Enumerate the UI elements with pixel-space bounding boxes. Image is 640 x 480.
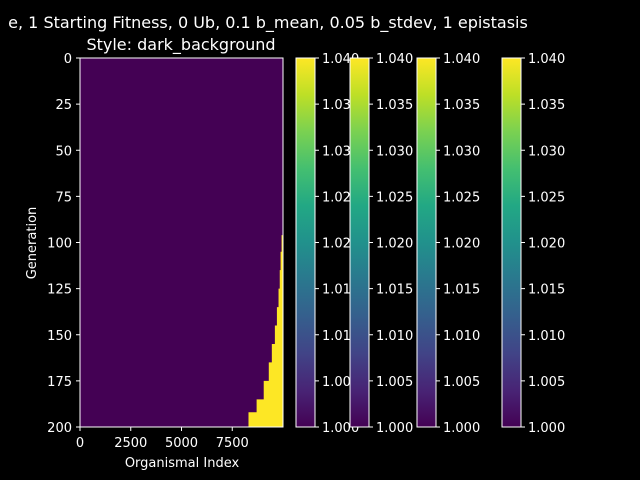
y-axis-label: Generation (25, 207, 40, 280)
colorbar: 1.000 1.005 1.010 1.015 1.020 1.025 1.030 1.035… (501, 52, 565, 436)
chart-title-line1: e, 1 Starting Fitness, 0 Ub, 0.1 b_mean,… (8, 13, 528, 33)
heatmap-plot (80, 58, 283, 427)
colorbar-tick-label: 1.000 (376, 421, 413, 436)
colorbar-tick-label: 1.015 (528, 283, 565, 298)
colorbar-tick-label: 1.010 (376, 329, 413, 344)
x-tick-label: 7500 (216, 436, 249, 451)
y-tick-label: 150 (47, 329, 72, 344)
colorbar-tick-label: 1.005 (443, 375, 480, 390)
x-tick-label: 2500 (114, 436, 147, 451)
heatmap-axes: 0 2500 5000 7500 0 25 50 75 100 125 150 175 200 (47, 52, 284, 451)
x-axis-label: Organismal Index (125, 456, 240, 471)
colorbar-tick-label: 1.010 (443, 329, 480, 344)
y-tick-label: 25 (55, 98, 72, 113)
colorbar-tick-label: 1.030 (528, 144, 565, 159)
colorbar-tick-label: 1.020 (376, 237, 413, 252)
colorbar-tick-label: 1.030 (376, 144, 413, 159)
y-tick-label: 0 (64, 52, 72, 67)
colorbar-tick-label: 1.025 (528, 190, 565, 205)
colorbar-tick-label: 1.040 (443, 52, 480, 67)
x-tick-label: 5000 (165, 436, 198, 451)
colorbar-tick-label: 1.035 (528, 98, 565, 113)
y-tick-label: 75 (55, 190, 72, 205)
x-tick-label: 0 (76, 436, 84, 451)
colorbar-tick-label: 1.015 (376, 283, 413, 298)
colorbar-gradient (349, 57, 370, 428)
colorbar-tick-label: 1.035 (376, 98, 413, 113)
colorbar-tick-label: 1.015 (443, 283, 480, 298)
colorbar: 1.000 1.005 1.010 1.015 1.020 1.025 1.030 1.035… (349, 52, 413, 436)
colorbar-tick-label: 1.020 (443, 237, 480, 252)
y-tick-label: 100 (47, 237, 72, 252)
colorbars: 1.000 1.005 1.010 1.015 1.020 1.025 1.030 1.035… (295, 52, 565, 436)
colorbar-tick-label: 1.025 (443, 190, 480, 205)
chart-title-line2: Style: dark_background (86, 35, 275, 55)
fixed-region (238, 235, 283, 427)
colorbar: 1.000 1.005 1.010 1.015 1.020 1.025 1.030 1.035… (416, 52, 480, 436)
colorbar-tick-label: 1.000 (443, 421, 480, 436)
colorbar-tick-label: 1.000 (528, 421, 565, 436)
y-tick-label: 50 (55, 144, 72, 159)
colorbar-gradient (416, 57, 437, 428)
colorbar-tick-label: 1.040 (376, 52, 413, 67)
heatmap-background (80, 58, 283, 427)
colorbar-gradient (295, 57, 316, 428)
colorbar-tick-label: 1.040 (528, 52, 565, 67)
colorbar-tick-label: 1.030 (443, 144, 480, 159)
colorbar-tick-label: 1.005 (528, 375, 565, 390)
colorbar-tick-label: 1.035 (443, 98, 480, 113)
y-tick-label: 200 (47, 421, 72, 436)
colorbar-tick-label: 1.025 (376, 190, 413, 205)
y-tick-label: 125 (47, 283, 72, 298)
colorbar-tick-label: 1.010 (528, 329, 565, 344)
colorbar-tick-label: 1.020 (528, 237, 565, 252)
colorbar-tick-label: 1.005 (376, 375, 413, 390)
colorbar-gradient (501, 57, 522, 428)
colorbar: 1.0001.0051.0101.0151.0201.0251.0301.035… (295, 52, 359, 436)
y-tick-label: 175 (47, 375, 72, 390)
